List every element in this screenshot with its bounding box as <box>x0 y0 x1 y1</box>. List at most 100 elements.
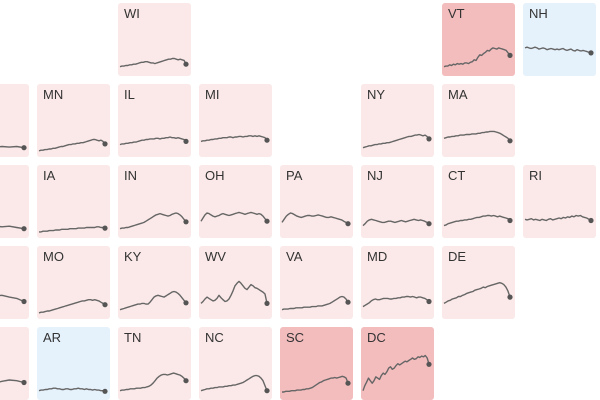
end-point <box>507 217 513 224</box>
sparkline-chart <box>443 130 513 144</box>
sparkline-chart <box>119 212 189 230</box>
state-tile: NC <box>199 327 272 400</box>
series-line <box>443 282 511 305</box>
sparkline-chart <box>119 290 189 311</box>
end-point <box>507 294 513 300</box>
series-line <box>362 133 430 149</box>
end-point <box>102 225 108 231</box>
state-tile: IL <box>118 84 191 157</box>
end-point <box>21 379 27 386</box>
series-line <box>362 354 430 391</box>
end-point <box>588 50 594 56</box>
series-line <box>119 212 187 230</box>
sparkline-chart <box>443 282 513 305</box>
series-line <box>200 280 268 304</box>
sparkline-chart <box>0 145 27 151</box>
series-line <box>119 290 187 311</box>
sparkline-chart <box>38 387 108 394</box>
sparkline-chart <box>200 280 270 306</box>
sparkline-chart <box>443 214 513 227</box>
sparkline-chart <box>0 379 27 386</box>
state-tile <box>0 246 29 319</box>
series-line <box>524 46 592 54</box>
state-tile: MA <box>442 84 515 157</box>
state-tile <box>0 327 29 400</box>
state-tile: OH <box>199 165 272 238</box>
state-tile: AR <box>37 327 110 400</box>
sparkline-chart <box>362 354 432 391</box>
sparkline-chart <box>119 57 189 68</box>
end-point <box>183 219 189 225</box>
state-tile: IA <box>37 165 110 238</box>
sparkline-chart <box>524 46 594 56</box>
state-tile: MI <box>199 84 272 157</box>
sparkline-chart <box>119 136 189 146</box>
end-point <box>264 137 270 143</box>
sparkline-chart <box>200 135 270 143</box>
end-point <box>21 298 27 305</box>
series-line <box>443 130 511 142</box>
sparkline-chart <box>281 295 351 311</box>
end-point <box>102 388 108 394</box>
end-point <box>183 61 189 67</box>
series-line <box>0 145 25 149</box>
state-tile: KY <box>118 246 191 319</box>
sparkline-chart <box>39 225 108 233</box>
state-tile: CT <box>442 165 515 238</box>
sparkline-chart <box>200 211 270 224</box>
series-line <box>0 294 25 303</box>
sparkline-chart <box>443 47 513 68</box>
state-tile: IN <box>118 165 191 238</box>
end-point <box>21 226 27 232</box>
sparkline-chart <box>281 212 351 227</box>
state-tile: DC <box>361 327 434 400</box>
series-line <box>0 225 25 230</box>
end-point <box>183 138 189 144</box>
sparkline-chart <box>362 133 432 149</box>
sparkline-chart <box>38 138 108 152</box>
series-line <box>119 57 187 68</box>
series-line <box>281 295 349 311</box>
state-tile: TN <box>118 327 191 400</box>
end-point <box>345 221 351 227</box>
state-tile: DE <box>442 246 515 319</box>
state-tile: MD <box>361 246 434 319</box>
series-line <box>281 212 349 225</box>
sparkline-chart <box>200 374 270 394</box>
state-tile: SC <box>280 327 353 400</box>
state-tile: PA <box>280 165 353 238</box>
state-tile: VA <box>280 246 353 319</box>
series-line <box>200 135 268 143</box>
state-tile: VT <box>442 3 515 76</box>
end-point <box>21 145 27 151</box>
state-tile: WV <box>199 246 272 319</box>
end-point <box>264 218 270 224</box>
state-tile <box>0 165 29 238</box>
end-point <box>102 141 108 147</box>
series-line <box>38 299 106 314</box>
end-point <box>426 136 432 142</box>
sparkline-chart <box>362 218 432 227</box>
sparkline-chart <box>524 214 594 224</box>
end-point <box>345 380 351 386</box>
state-tile <box>0 84 29 157</box>
series-line <box>443 47 511 68</box>
sparkline-chart <box>119 372 189 392</box>
series-line <box>282 375 349 393</box>
state-tile: MN <box>37 84 110 157</box>
sparkline-chart <box>0 294 27 305</box>
end-point <box>426 361 432 367</box>
series-line <box>0 379 25 384</box>
end-point <box>264 388 270 394</box>
sparkline-chart <box>362 295 432 308</box>
sparkline-chart <box>282 375 351 393</box>
state-tile: NH <box>523 3 596 76</box>
state-tile: RI <box>523 165 596 238</box>
sparkline-chart <box>0 225 27 232</box>
series-line <box>119 372 187 392</box>
sparkline-chart <box>38 299 108 314</box>
state-tile: MO <box>37 246 110 319</box>
series-line <box>524 214 592 222</box>
end-point <box>102 302 108 308</box>
